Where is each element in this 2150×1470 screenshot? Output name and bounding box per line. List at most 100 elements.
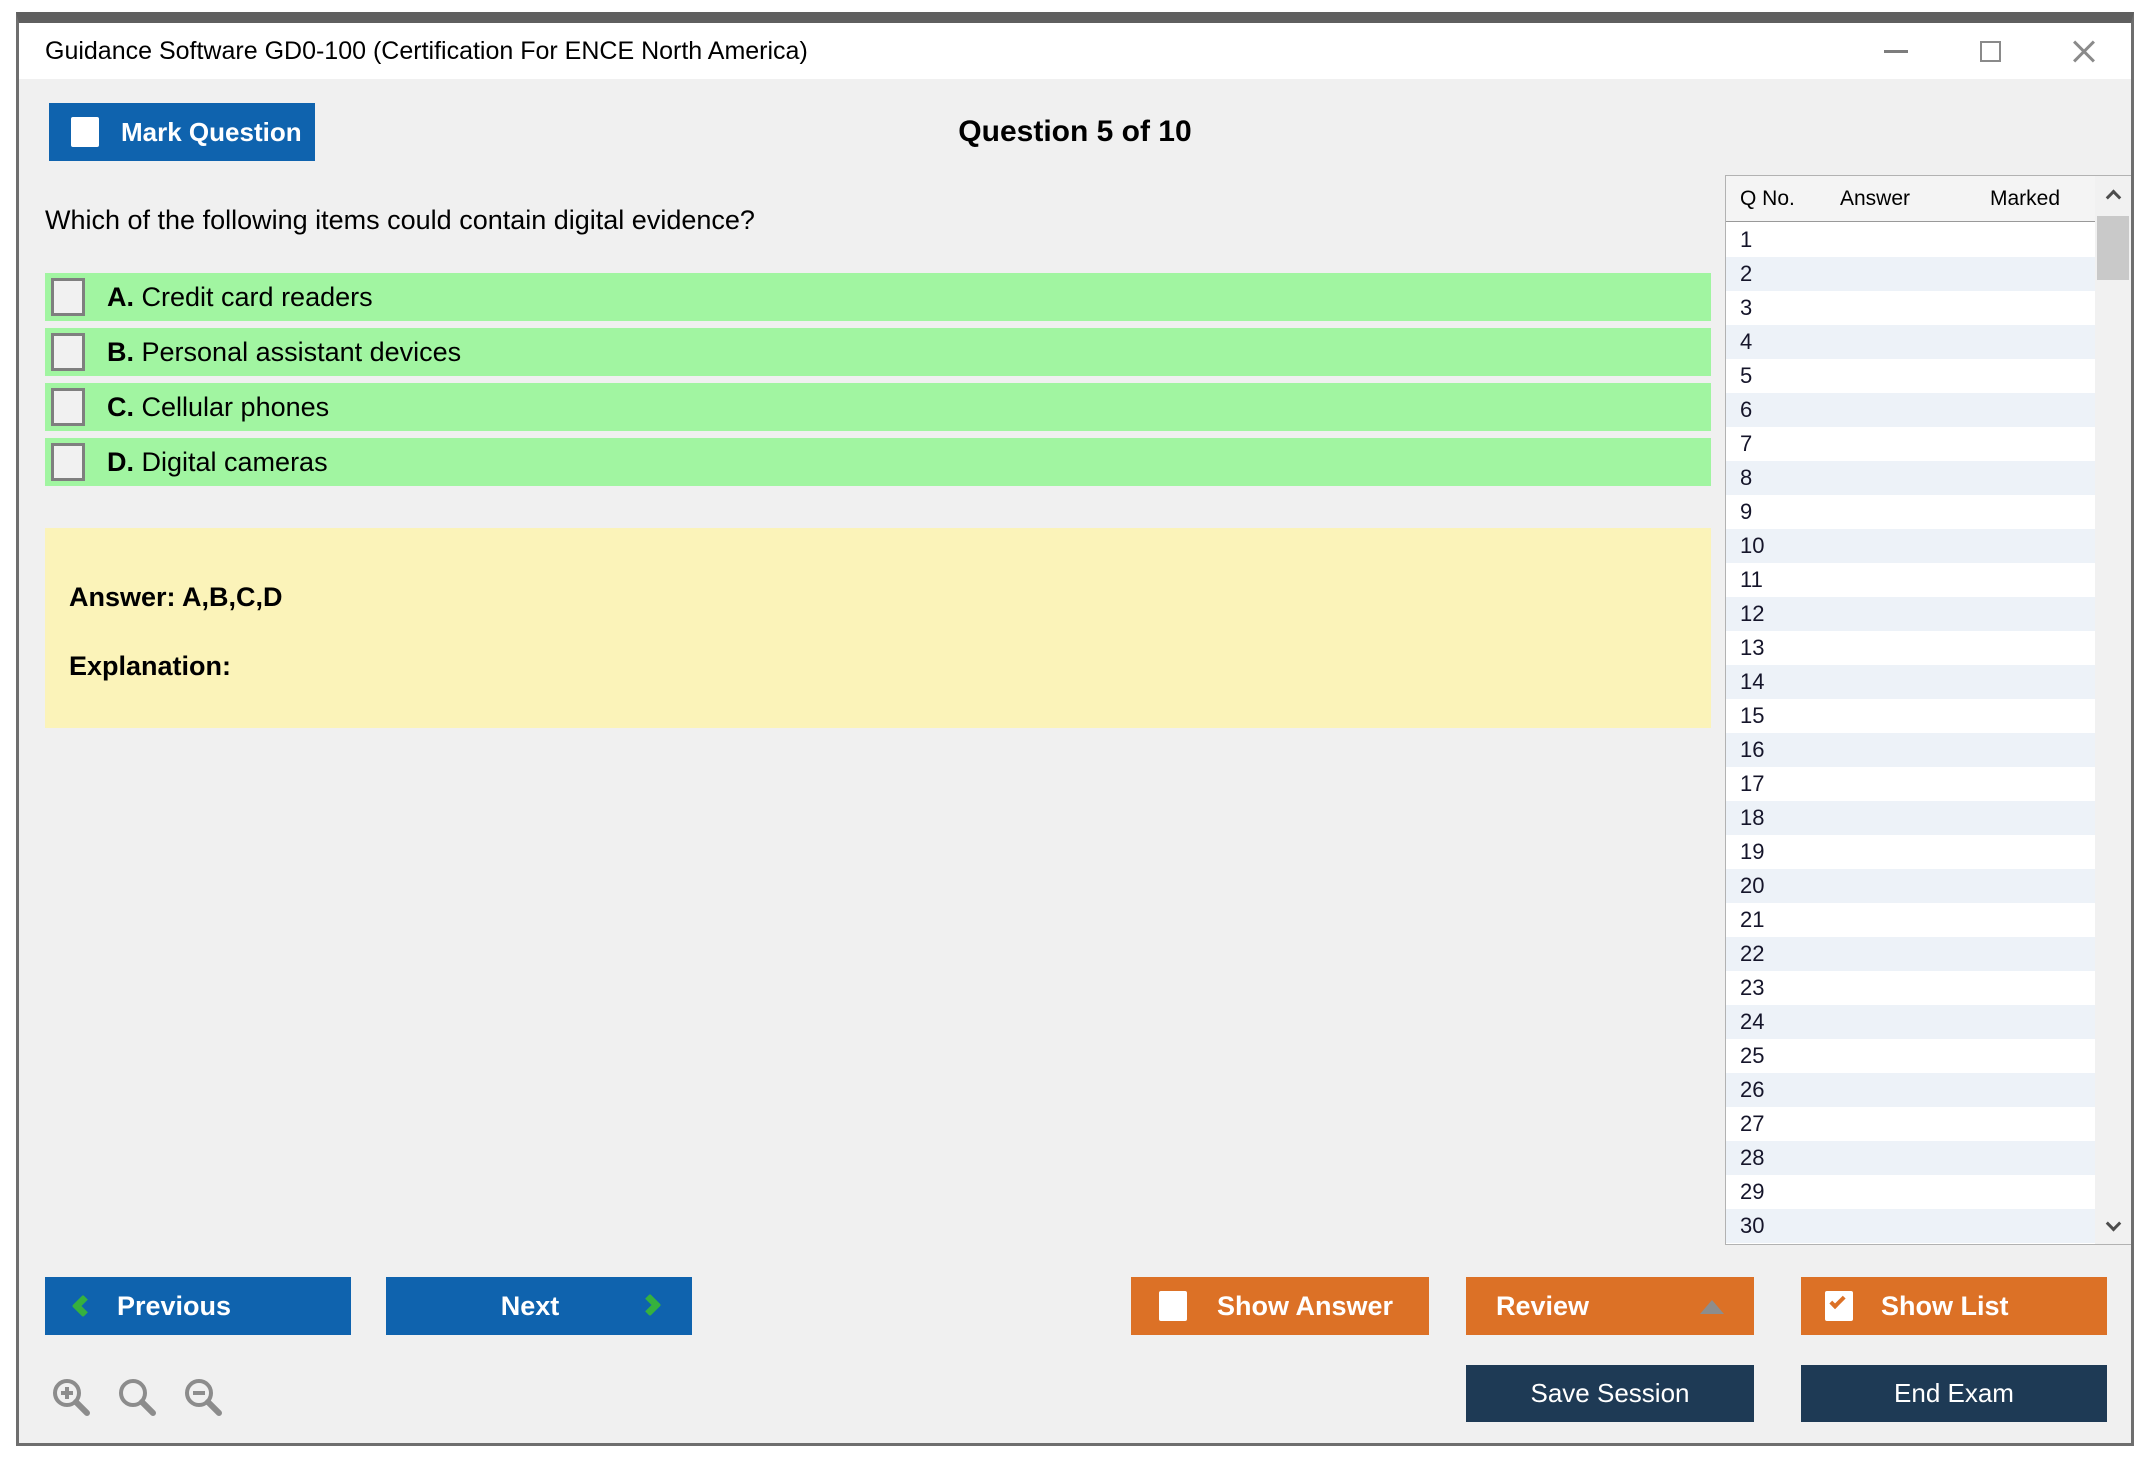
qlist-row[interactable]: 28 xyxy=(1726,1141,2095,1175)
option-d-label: D. Digital cameras xyxy=(107,447,328,478)
chevron-up-icon xyxy=(2105,189,2121,205)
mark-question-button[interactable]: Mark Question xyxy=(49,103,315,161)
explanation-label: Explanation: xyxy=(69,651,232,681)
qlist-row[interactable]: 21 xyxy=(1740,907,1765,932)
option-row-d[interactable]: D. Digital cameras xyxy=(45,438,1711,486)
option-row-a[interactable]: A. Credit card readers xyxy=(45,273,1711,321)
option-row-c[interactable]: C. Cellular phones xyxy=(45,383,1711,431)
option-row-b[interactable]: B. Personal assistant devices xyxy=(45,328,1711,376)
chevron-left-icon xyxy=(71,1294,95,1318)
title-bar: Guidance Software GD0-100 (Certification… xyxy=(19,23,2131,79)
triangle-up-icon xyxy=(1700,1300,1724,1314)
qlist-row[interactable]: 22 xyxy=(1726,937,2095,971)
save-session-button[interactable]: Save Session xyxy=(1466,1365,1754,1422)
review-label: Review xyxy=(1496,1290,1590,1321)
qlist-row[interactable]: 14 xyxy=(1726,665,2095,699)
qlist-row[interactable]: 4 xyxy=(1726,325,2095,359)
qlist-row[interactable]: 10 xyxy=(1726,529,2095,563)
qlist-row[interactable]: 12 xyxy=(1726,597,2095,631)
close-button[interactable] xyxy=(2063,30,2105,72)
show-answer-button[interactable]: Show Answer xyxy=(1131,1277,1429,1335)
zoom-in-icon[interactable] xyxy=(49,1375,95,1421)
option-c-text: Cellular phones xyxy=(141,391,330,422)
next-label: Next xyxy=(500,1290,560,1321)
end-exam-label: End Exam xyxy=(1894,1378,2014,1408)
options-list: A. Credit card readers B. Personal assis… xyxy=(45,273,1711,493)
qlist-row[interactable]: 13 xyxy=(1740,635,1765,660)
option-a-letter: A. xyxy=(107,281,134,312)
window-controls xyxy=(1875,23,2105,79)
qlist-row[interactable]: 5 xyxy=(1740,363,1753,388)
qlist-row[interactable]: 15 xyxy=(1740,703,1765,728)
qlist-row[interactable]: 1 xyxy=(1740,227,1753,252)
show-list-button[interactable]: Show List xyxy=(1801,1277,2107,1335)
qlist-row[interactable]: 18 xyxy=(1726,801,2095,835)
qlist-row[interactable]: 20 xyxy=(1726,869,2095,903)
column-qno: Q No. xyxy=(1740,186,1795,210)
question-counter: Question 5 of 10 xyxy=(958,115,1192,148)
zoom-reset-icon[interactable] xyxy=(115,1375,161,1421)
scroll-down-button[interactable] xyxy=(2095,1208,2131,1244)
review-button[interactable]: Review xyxy=(1466,1277,1754,1335)
qlist-row[interactable]: 30 xyxy=(1726,1209,2095,1243)
qlist-row[interactable]: 7 xyxy=(1740,431,1753,456)
mark-question-checkbox[interactable] xyxy=(71,117,99,147)
question-text: Which of the following items could conta… xyxy=(45,205,755,235)
scroll-up-button[interactable] xyxy=(2095,176,2131,212)
show-answer-checkbox[interactable] xyxy=(1159,1291,1187,1321)
previous-label: Previous xyxy=(117,1290,232,1321)
chevron-right-icon xyxy=(638,1293,662,1317)
minimize-button[interactable] xyxy=(1875,30,1917,72)
option-c-letter: C. xyxy=(107,391,134,422)
qlist-row[interactable]: 26 xyxy=(1726,1073,2095,1107)
option-b-letter: B. xyxy=(107,336,134,367)
minimize-icon xyxy=(1884,49,1908,53)
option-d-checkbox[interactable] xyxy=(51,443,85,481)
answer-text: Answer: A,B,C,D xyxy=(69,582,283,612)
save-session-label: Save Session xyxy=(1530,1378,1690,1408)
qlist-row[interactable]: 17 xyxy=(1740,771,1765,796)
maximize-button[interactable] xyxy=(1969,30,2011,72)
close-icon xyxy=(2070,37,2098,65)
option-b-text: Personal assistant devices xyxy=(141,336,462,367)
qlist-scrollbar[interactable] xyxy=(2095,176,2131,1244)
checkmark-icon xyxy=(1829,1292,1846,1310)
previous-button[interactable]: Previous xyxy=(45,1277,351,1335)
qlist-row[interactable]: 19 xyxy=(1740,839,1765,864)
qlist-row[interactable]: 8 xyxy=(1726,461,2095,495)
answer-explanation-panel: Answer: A,B,C,D Explanation: xyxy=(45,528,1711,728)
option-a-checkbox[interactable] xyxy=(51,278,85,316)
option-b-checkbox[interactable] xyxy=(51,333,85,371)
column-marked: Marked xyxy=(1990,186,2061,210)
window-title: Guidance Software GD0-100 (Certification… xyxy=(45,36,808,65)
zoom-out-icon[interactable] xyxy=(181,1375,227,1421)
qlist-row[interactable]: 29 xyxy=(1740,1179,1765,1204)
question-list-panel: Q No. Answer Marked 1 2 3 4 5 6 7 8 9 10 11 12 13 14 1… xyxy=(1725,175,2131,1245)
maximize-icon xyxy=(1979,40,2001,62)
column-answer: Answer xyxy=(1840,186,1911,210)
next-button[interactable]: Next xyxy=(386,1277,692,1335)
zoom-toolbar xyxy=(49,1375,227,1421)
option-c-label: C. Cellular phones xyxy=(107,392,329,423)
question-list-header: Q No. Answer Marked xyxy=(1726,176,2131,222)
qlist-rows: 1 2 3 4 5 6 7 8 9 10 11 12 13 14 15 16 17 18 19 20 21 22 23 24 2… xyxy=(1726,223,2131,1244)
mark-question-label: Mark Question xyxy=(121,116,302,147)
option-a-text: Credit card readers xyxy=(141,281,373,312)
qlist-row[interactable]: 3 xyxy=(1740,295,1753,320)
qlist-row[interactable]: 6 xyxy=(1726,393,2095,427)
qlist-row[interactable]: 2 xyxy=(1726,257,2095,291)
qlist-row[interactable]: 27 xyxy=(1740,1111,1765,1136)
show-list-checkbox[interactable] xyxy=(1825,1291,1853,1321)
qlist-row[interactable]: 16 xyxy=(1726,733,2095,767)
qlist-row[interactable]: 24 xyxy=(1726,1005,2095,1039)
qlist-row[interactable]: 11 xyxy=(1740,567,1763,592)
scroll-thumb[interactable] xyxy=(2097,216,2129,280)
end-exam-button[interactable]: End Exam xyxy=(1801,1365,2107,1422)
qlist-row[interactable]: 25 xyxy=(1740,1043,1765,1068)
qlist-row[interactable]: 9 xyxy=(1740,499,1753,524)
exam-window: Guidance Software GD0-100 (Certification… xyxy=(16,12,2134,1446)
qlist-row[interactable]: 23 xyxy=(1740,975,1765,1000)
show-list-label: Show List xyxy=(1881,1290,2009,1321)
option-d-text: Digital cameras xyxy=(141,446,328,477)
option-c-checkbox[interactable] xyxy=(51,388,85,426)
